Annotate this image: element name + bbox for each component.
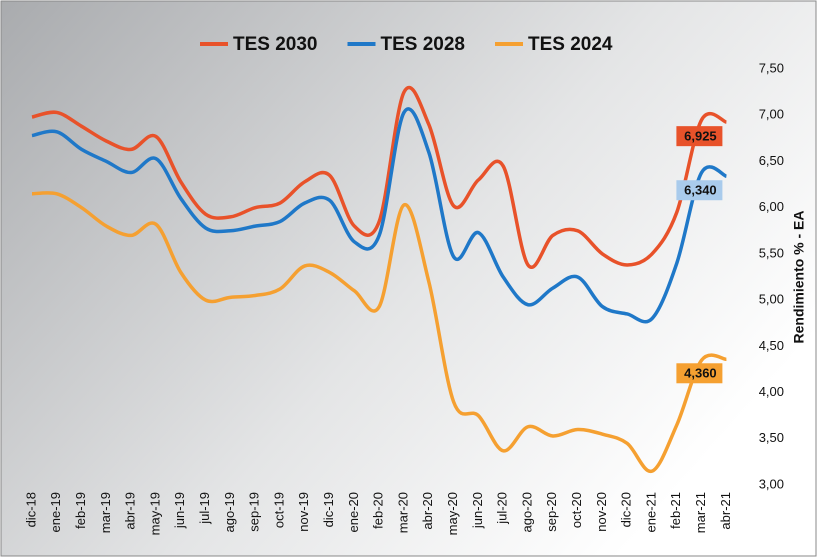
y-tick-label: 7,50 xyxy=(759,60,784,75)
x-tick-label: ago-19 xyxy=(222,492,237,532)
y-axis-label: Rendimiento % - EA xyxy=(791,210,807,343)
x-tick-label: ene-20 xyxy=(346,492,361,532)
x-tick-label: feb-21 xyxy=(668,492,683,529)
x-tick-label: jul-20 xyxy=(495,492,510,525)
x-tick-label: jul-19 xyxy=(197,492,212,525)
y-tick-label: 6,50 xyxy=(759,153,784,168)
y-tick-label: 3,50 xyxy=(759,430,784,445)
x-tick-label: nov-20 xyxy=(594,492,609,532)
x-tick-label: dic-18 xyxy=(23,492,38,527)
value-label-bg xyxy=(676,363,723,384)
y-tick-label: 4,00 xyxy=(759,384,784,399)
x-tick-label: nov-19 xyxy=(296,492,311,532)
x-tick-label: jun-20 xyxy=(470,492,485,529)
x-tick-label: dic-20 xyxy=(619,492,634,527)
value-label-bg xyxy=(676,126,723,147)
legend-label: TES 2030 xyxy=(233,34,318,55)
x-tick-label: abr-19 xyxy=(123,492,138,530)
x-tick-label: mar-20 xyxy=(395,492,410,533)
value-label: 4,360 xyxy=(684,366,717,381)
y-tick-label: 4,50 xyxy=(759,338,784,353)
x-tick-label: may-20 xyxy=(445,492,460,535)
x-tick-label: sep-20 xyxy=(544,492,559,532)
y-tick-label: 7,00 xyxy=(759,107,784,122)
y-tick-label: 5,50 xyxy=(759,245,784,260)
x-tick-label: jun-19 xyxy=(172,492,187,529)
y-tick-label: 6,00 xyxy=(759,199,784,214)
x-tick-label: oct-19 xyxy=(271,492,286,528)
y-tick-label: 5,00 xyxy=(759,292,784,307)
legend-label: TES 2028 xyxy=(381,34,466,55)
value-label-box: 6,340 xyxy=(676,180,723,201)
x-tick-label: ene-21 xyxy=(643,492,658,532)
x-tick-label: feb-20 xyxy=(371,492,386,529)
x-tick-label: ene-19 xyxy=(48,492,63,532)
x-tick-label: abr-21 xyxy=(718,492,733,530)
value-label-box: 4,360 xyxy=(676,363,723,384)
x-tick-label: may-19 xyxy=(147,492,162,535)
x-tick-label: mar-21 xyxy=(693,492,708,533)
legend-label: TES 2024 xyxy=(528,34,613,55)
x-tick-label: mar-19 xyxy=(98,492,113,533)
x-tick-label: oct-20 xyxy=(569,492,584,528)
value-label: 6,925 xyxy=(684,129,717,144)
x-tick-label: dic-19 xyxy=(321,492,336,527)
x-tick-label: sep-19 xyxy=(247,492,262,532)
series-line xyxy=(31,107,728,324)
value-label-box: 6,925 xyxy=(676,126,723,147)
x-tick-label: ago-20 xyxy=(519,492,534,532)
series-line xyxy=(31,85,728,270)
x-tick-label: feb-19 xyxy=(73,492,88,529)
x-tick-label: abr-20 xyxy=(420,492,435,530)
series-line xyxy=(31,191,727,473)
value-label: 6,340 xyxy=(684,183,717,198)
y-tick-label: 3,00 xyxy=(759,476,784,491)
value-label-bg xyxy=(676,180,723,201)
